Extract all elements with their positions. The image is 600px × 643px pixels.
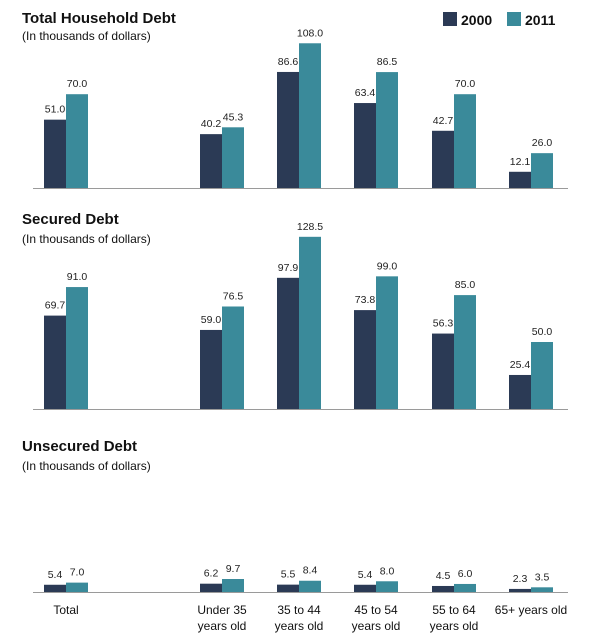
data-label-2000-3: 63.4: [355, 87, 376, 99]
bar-2000-1: [200, 329, 222, 409]
data-label-2011-4: 70.0: [455, 78, 476, 90]
legend-swatch-2000: [443, 12, 457, 26]
data-label-2000-5: 12.1: [510, 156, 531, 168]
data-label-2000-4: 42.7: [433, 115, 454, 127]
bar-2011-2: [299, 580, 321, 592]
bar-2011-5: [531, 587, 553, 592]
data-label-2000-3: 73.8: [355, 294, 376, 306]
data-label-2011-0: 70.0: [67, 78, 88, 90]
category-label-4: 55 to 64: [432, 603, 476, 617]
panel-0: Total Household Debt (In thousands of dol…: [22, 10, 568, 189]
data-label-2000-2: 97.9: [278, 262, 299, 274]
panel-subtitle: (In thousands of dollars): [22, 459, 151, 473]
bar-2011-3: [376, 72, 398, 188]
category-label-3: years old: [352, 619, 401, 633]
category-label-5: 65+ years old: [495, 603, 567, 617]
bar-2000-1: [200, 134, 222, 188]
data-label-2011-5: 50.0: [532, 326, 553, 338]
data-label-2011-2: 8.4: [303, 565, 318, 577]
data-label-2000-0: 51.0: [45, 104, 66, 116]
data-label-2000-1: 40.2: [201, 118, 222, 130]
category-label-1: Under 35: [197, 603, 247, 617]
category-label-2: 35 to 44: [277, 603, 321, 617]
bar-2011-0: [66, 287, 88, 409]
data-label-2000-0: 5.4: [48, 569, 63, 581]
data-label-2000-0: 69.7: [45, 300, 66, 312]
bar-2000-4: [432, 130, 454, 188]
data-label-2000-5: 25.4: [510, 359, 531, 371]
bar-2011-1: [222, 579, 244, 592]
chart-panels: Total Household Debt (In thousands of dol…: [22, 10, 568, 593]
bar-2000-4: [432, 333, 454, 409]
data-label-2011-3: 99.0: [377, 260, 398, 272]
bar-2000-3: [354, 310, 376, 409]
data-label-2000-2: 5.5: [281, 569, 296, 581]
data-label-2000-4: 56.3: [433, 318, 454, 330]
data-label-2000-5: 2.3: [513, 573, 528, 585]
bar-2011-5: [531, 153, 553, 188]
bar-2011-0: [66, 582, 88, 592]
data-label-2011-2: 128.5: [297, 221, 323, 233]
bar-2011-1: [222, 306, 244, 409]
data-label-2011-5: 26.0: [532, 137, 553, 149]
legend-label-2000: 2000: [461, 12, 492, 28]
data-label-2011-5: 3.5: [535, 571, 550, 583]
panel-1: Secured Debt (In thousands of dollars) 69.…: [22, 211, 568, 410]
data-label-2011-3: 86.5: [377, 56, 398, 68]
bar-2011-3: [376, 276, 398, 409]
panel-title: Total Household Debt: [22, 10, 176, 27]
panel-subtitle: (In thousands of dollars): [22, 232, 151, 246]
category-label-4: years old: [430, 619, 479, 633]
bar-2000-2: [277, 584, 299, 592]
data-label-2011-0: 7.0: [70, 567, 85, 579]
bar-2000-1: [200, 583, 222, 592]
panel-2: Unsecured Debt (In thousands of dollars) 5…: [22, 438, 568, 593]
data-label-2000-1: 59.0: [201, 314, 222, 326]
bar-2000-5: [509, 171, 531, 188]
legend: 2000 2011: [443, 12, 556, 28]
data-label-2000-3: 5.4: [358, 569, 373, 581]
bar-2000-0: [44, 315, 66, 409]
data-label-2011-1: 76.5: [223, 290, 244, 302]
legend-swatch-2011: [507, 12, 521, 26]
bar-2000-4: [432, 585, 454, 592]
bar-2000-3: [354, 584, 376, 592]
data-label-2011-1: 9.7: [226, 563, 241, 575]
bar-2011-0: [66, 94, 88, 188]
data-label-2000-2: 86.6: [278, 56, 299, 68]
bar-2011-4: [454, 583, 476, 592]
bar-2000-0: [44, 584, 66, 592]
bar-2011-1: [222, 127, 244, 188]
panel-title: Unsecured Debt: [22, 438, 137, 455]
bar-2000-2: [277, 71, 299, 188]
bar-2000-5: [509, 374, 531, 409]
data-label-2011-4: 85.0: [455, 279, 476, 291]
bar-2011-5: [531, 342, 553, 409]
data-label-2011-3: 8.0: [380, 565, 395, 577]
bar-2000-5: [509, 588, 531, 592]
data-label-2011-4: 6.0: [458, 568, 473, 580]
data-label-2011-2: 108.0: [297, 27, 323, 39]
legend-label-2011: 2011: [525, 12, 556, 28]
bar-2000-0: [44, 119, 66, 188]
category-label-1: years old: [198, 619, 247, 633]
panel-subtitle: (In thousands of dollars): [22, 29, 151, 43]
bar-2011-3: [376, 581, 398, 592]
category-label-0: Total: [53, 603, 78, 617]
bar-2011-4: [454, 295, 476, 409]
bar-2000-3: [354, 103, 376, 188]
category-labels: Total Under 35 years old 35 to 44 years old 4…: [53, 603, 567, 633]
panel-title: Secured Debt: [22, 211, 119, 228]
data-label-2011-0: 91.0: [67, 271, 88, 283]
data-label-2011-1: 45.3: [223, 111, 244, 123]
category-label-3: 45 to 54: [354, 603, 398, 617]
category-label-2: years old: [275, 619, 324, 633]
bar-2000-2: [277, 277, 299, 409]
bar-2011-4: [454, 94, 476, 188]
data-label-2000-4: 4.5: [436, 570, 451, 582]
bar-2011-2: [299, 43, 321, 188]
bar-2011-2: [299, 236, 321, 409]
data-label-2000-1: 6.2: [204, 568, 219, 580]
